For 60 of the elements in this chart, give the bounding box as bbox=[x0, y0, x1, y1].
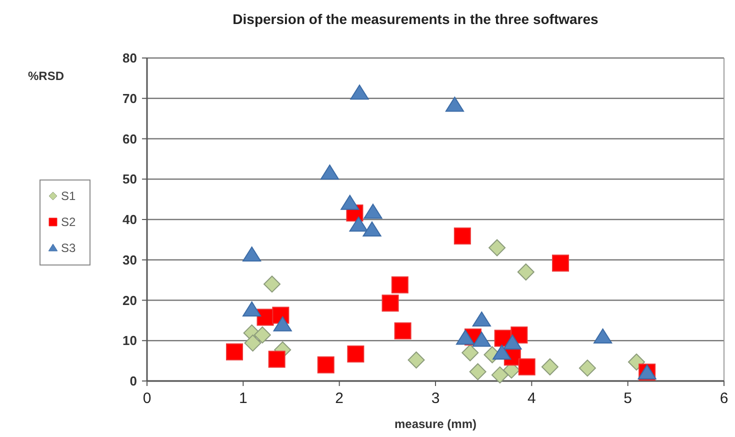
point bbox=[552, 254, 570, 272]
point bbox=[254, 326, 271, 344]
x-axis-title: measure (mm) bbox=[394, 417, 477, 431]
point bbox=[594, 328, 612, 344]
point bbox=[268, 350, 286, 368]
point bbox=[517, 263, 534, 280]
point bbox=[364, 204, 382, 219]
x-tick-label: 1 bbox=[238, 390, 248, 407]
legend-label: S3 bbox=[61, 241, 76, 256]
x-tick-label: 0 bbox=[142, 390, 152, 407]
point bbox=[242, 301, 262, 316]
x-tick-label: 6 bbox=[720, 390, 728, 407]
x-tick-label: 2 bbox=[335, 390, 344, 407]
point bbox=[340, 194, 360, 210]
legend-label: S1 bbox=[61, 189, 76, 204]
y-tick-label: 30 bbox=[122, 252, 137, 268]
point bbox=[349, 216, 368, 232]
point bbox=[472, 332, 491, 347]
point bbox=[382, 294, 399, 312]
point bbox=[350, 84, 369, 100]
point bbox=[391, 276, 408, 294]
point bbox=[264, 276, 281, 293]
point bbox=[242, 246, 262, 262]
y-tick-label: 50 bbox=[122, 172, 137, 187]
point bbox=[244, 334, 262, 352]
point bbox=[362, 221, 382, 236]
point bbox=[394, 322, 412, 340]
y-tick-label: 20 bbox=[122, 292, 137, 308]
point bbox=[469, 363, 486, 380]
point bbox=[491, 366, 508, 384]
point bbox=[492, 344, 512, 360]
y-tick-label: 80 bbox=[122, 50, 137, 66]
point bbox=[347, 345, 364, 362]
legend-label: S2 bbox=[61, 215, 76, 230]
point bbox=[541, 358, 558, 376]
point bbox=[488, 239, 506, 256]
point bbox=[226, 343, 244, 360]
point bbox=[628, 354, 645, 371]
point bbox=[454, 228, 471, 245]
point bbox=[273, 316, 292, 332]
point bbox=[456, 330, 475, 345]
y-axis-title: %RSD bbox=[28, 69, 64, 83]
chart-title: Dispersion of the measurements in the three softwares bbox=[232, 11, 599, 27]
x-tick-label: 5 bbox=[624, 390, 632, 407]
point bbox=[445, 96, 464, 112]
point bbox=[472, 312, 491, 327]
point bbox=[578, 360, 596, 377]
x-tick-label: 3 bbox=[431, 390, 440, 407]
y-tick-label: 0 bbox=[130, 374, 137, 389]
y-tick-label: 40 bbox=[122, 212, 137, 228]
point bbox=[462, 344, 479, 362]
point bbox=[408, 352, 425, 369]
x-tick-label: 4 bbox=[527, 390, 536, 407]
point bbox=[518, 358, 536, 376]
y-tick-label: 60 bbox=[122, 131, 137, 146]
point bbox=[317, 356, 334, 374]
point bbox=[503, 334, 522, 350]
y-tick-label: 70 bbox=[122, 90, 137, 106]
point bbox=[320, 164, 340, 180]
y-tick-label: 10 bbox=[122, 333, 137, 348]
